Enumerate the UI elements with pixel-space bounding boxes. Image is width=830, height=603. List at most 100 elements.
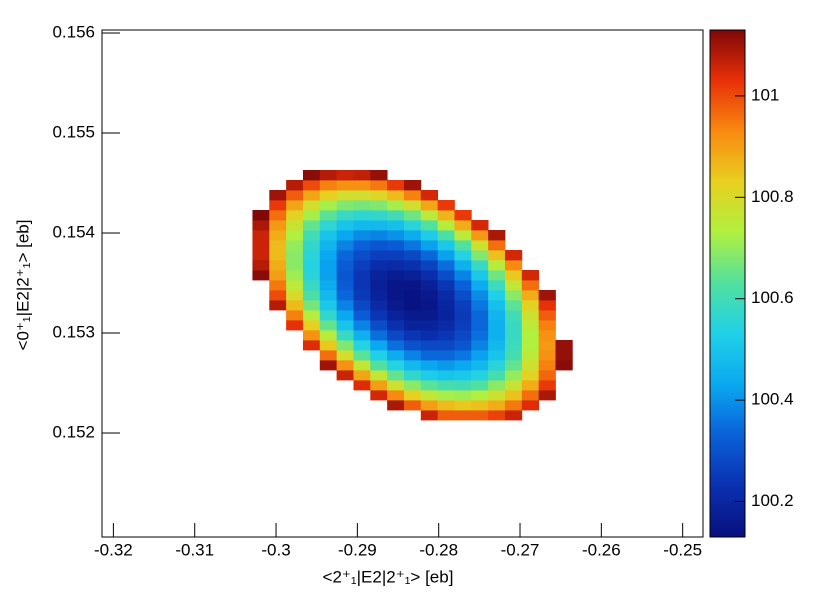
- heat-cell: [488, 300, 506, 311]
- heat-cell: [252, 260, 270, 271]
- heat-cell: [252, 270, 270, 281]
- heat-cell: [538, 320, 556, 331]
- heat-cell: [336, 200, 354, 211]
- heat-cell: [387, 210, 405, 221]
- heat-cell: [471, 330, 489, 341]
- heat-cell: [336, 270, 354, 281]
- heat-cell: [454, 280, 472, 291]
- heat-cell: [420, 310, 439, 321]
- heat-cell: [403, 390, 422, 401]
- heat-cell: [454, 240, 472, 251]
- heat-cell: [454, 330, 472, 341]
- heat-cell: [471, 410, 489, 421]
- heat-cell: [488, 400, 506, 411]
- heat-cell: [488, 370, 506, 381]
- heat-cell: [370, 370, 388, 381]
- heat-cell: [521, 350, 540, 361]
- heat-cell: [387, 340, 405, 351]
- heat-cell: [286, 190, 304, 201]
- heat-cell: [336, 320, 354, 331]
- heat-cell: [504, 400, 523, 411]
- heat-cell: [403, 280, 422, 291]
- heat-cell: [336, 250, 354, 261]
- heat-cell: [336, 180, 354, 191]
- heat-cell: [336, 330, 354, 341]
- heat-cell: [353, 310, 371, 321]
- heat-cell: [471, 300, 489, 311]
- heat-cell: [420, 300, 439, 311]
- heat-cell: [437, 200, 455, 211]
- heat-cell: [403, 240, 422, 251]
- heat-cell: [403, 350, 422, 361]
- y-axis-title: <0⁺₁|E2|2⁺₁> [eb]: [13, 220, 32, 351]
- heat-cell: [488, 320, 506, 331]
- heat-cell: [302, 300, 321, 311]
- heat-cell: [353, 190, 371, 201]
- heat-cell: [286, 230, 304, 241]
- heat-cell: [302, 230, 321, 241]
- heat-cell: [504, 390, 523, 401]
- heat-cell: [437, 220, 455, 231]
- color-bar: [709, 29, 746, 538]
- heat-cell: [420, 410, 439, 421]
- heat-cell: [319, 270, 338, 281]
- heat-cell: [521, 300, 540, 311]
- heat-cell: [488, 350, 506, 361]
- heat-cell: [471, 270, 489, 281]
- heat-cell: [302, 240, 321, 251]
- heat-cell: [403, 300, 422, 311]
- heat-cell: [370, 240, 388, 251]
- heat-cell: [488, 240, 506, 251]
- x-tick-label: -0.29: [338, 540, 377, 559]
- heat-cell: [403, 270, 422, 281]
- heat-cell: [286, 300, 304, 311]
- x-tick-label: -0.25: [663, 540, 702, 559]
- heat-cell: [286, 290, 304, 301]
- heat-cell: [269, 240, 287, 251]
- heat-cell: [353, 210, 371, 221]
- heat-cell: [420, 360, 439, 371]
- heat-cell: [488, 390, 506, 401]
- heat-cell: [521, 370, 540, 381]
- heat-cell: [403, 400, 422, 411]
- heat-cell: [471, 240, 489, 251]
- heat-cell: [370, 180, 388, 191]
- heat-cell: [454, 360, 472, 371]
- heat-cell: [336, 370, 354, 381]
- heat-cell: [269, 280, 287, 291]
- heat-cell: [387, 220, 405, 231]
- heat-cell: [454, 410, 472, 421]
- heat-cell: [403, 330, 422, 341]
- heat-cell: [521, 380, 540, 391]
- heat-cell: [471, 290, 489, 301]
- heat-cell: [353, 340, 371, 351]
- heat-cell: [286, 220, 304, 231]
- heat-cell: [437, 300, 455, 311]
- heat-cell: [336, 210, 354, 221]
- heat-cell: [353, 320, 371, 331]
- heat-cell: [302, 220, 321, 231]
- heat-cell: [454, 300, 472, 311]
- heat-cell: [504, 380, 523, 391]
- heat-cell: [488, 310, 506, 321]
- heat-cell: [387, 290, 405, 301]
- z-tick-label: 100.8: [751, 187, 794, 206]
- heat-cell: [471, 390, 489, 401]
- heat-cell: [504, 260, 523, 271]
- heat-cell: [252, 220, 270, 231]
- heat-cell: [454, 370, 472, 381]
- heat-cell: [437, 330, 455, 341]
- heat-cell: [387, 180, 405, 191]
- heat-cell: [403, 230, 422, 241]
- heat-cell: [454, 310, 472, 321]
- heat-cell: [319, 170, 338, 181]
- heat-cell: [420, 390, 439, 401]
- heat-cell: [437, 260, 455, 271]
- x-tick-label: -0.31: [175, 540, 214, 559]
- heat-cell: [336, 290, 354, 301]
- x-tick-label: -0.26: [582, 540, 621, 559]
- heat-cell: [437, 390, 455, 401]
- heat-cell: [454, 380, 472, 391]
- heat-cell: [353, 380, 371, 391]
- heat-cell: [488, 380, 506, 391]
